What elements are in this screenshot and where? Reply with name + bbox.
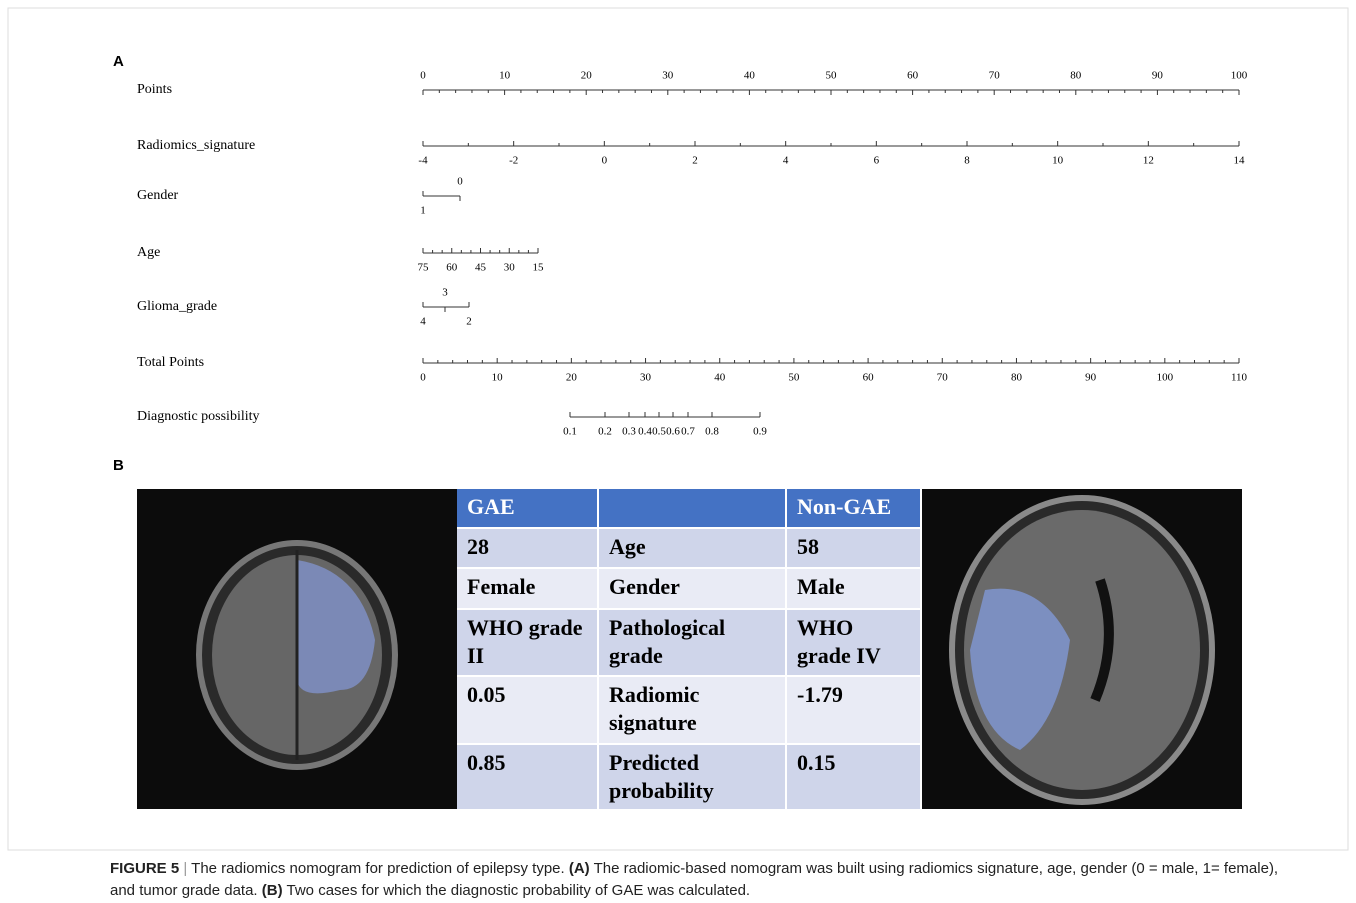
tick-label: 90 <box>1152 70 1164 82</box>
table-cell: Gender <box>598 568 786 609</box>
caption-text: The radiomics nomogram for prediction of… <box>191 860 565 877</box>
tick-label: 0.9 <box>753 426 767 438</box>
row-label: Total Points <box>137 355 204 370</box>
tick-label: 0 <box>420 372 426 384</box>
tick-label: 6 <box>874 155 880 167</box>
tick-label: 2 <box>692 155 698 167</box>
tick-label: 30 <box>640 372 652 384</box>
tick-label: 30 <box>504 262 516 274</box>
tick-label: 40 <box>744 70 756 82</box>
tick-label: 20 <box>581 70 593 82</box>
table-cell: 0.05 <box>457 676 598 744</box>
table-cell: 0.15 <box>786 744 921 810</box>
caption-panel-ref: (A) <box>569 860 590 877</box>
row-label: Gender <box>137 188 179 203</box>
tick-label: 80 <box>1011 372 1023 384</box>
table-cell: 0.85 <box>457 744 598 810</box>
tick-label: 110 <box>1231 372 1248 384</box>
table-cell: Male <box>786 568 921 609</box>
row-label: Radiomics_signature <box>137 138 255 153</box>
table-cell: Age <box>598 528 786 568</box>
tick-label: 60 <box>863 372 875 384</box>
tick-label: 2 <box>466 316 472 328</box>
tick-label: 60 <box>907 70 919 82</box>
tick-label: 1 <box>420 205 426 217</box>
row-label: Points <box>137 82 172 97</box>
table-cell: Female <box>457 568 598 609</box>
tick-label: 0 <box>457 176 463 188</box>
table-cell: Pathological grade <box>598 609 786 676</box>
tick-label: 0.4 <box>638 426 652 438</box>
tick-label: 3 <box>442 287 448 299</box>
tick-label: 8 <box>964 155 970 167</box>
tick-label: 0.3 <box>622 426 636 438</box>
tick-label: 100 <box>1231 70 1248 82</box>
tick-label: 40 <box>714 372 726 384</box>
table-cell: WHO grade IV <box>786 609 921 676</box>
tick-label: 0 <box>420 70 426 82</box>
header-cell <box>598 489 786 528</box>
caption-text: Two cases for which the diagnostic proba… <box>287 882 751 899</box>
tick-label: 12 <box>1143 155 1154 167</box>
panel-label: A <box>113 53 124 70</box>
tick-label: 4 <box>783 155 789 167</box>
row-label: Diagnostic possibility <box>137 409 260 424</box>
tick-label: 80 <box>1070 70 1082 82</box>
tick-label: 10 <box>492 372 504 384</box>
table-header: GAE Non-GAE <box>457 489 921 528</box>
tick-label: 60 <box>446 262 458 274</box>
header-cell: Non-GAE <box>786 489 921 528</box>
tick-label: 50 <box>826 70 838 82</box>
tick-label: 0.7 <box>681 426 695 438</box>
tick-label: 0.5 <box>652 426 666 438</box>
tick-label: 0.6 <box>666 426 680 438</box>
tick-label: 70 <box>937 372 949 384</box>
tick-label: 50 <box>788 372 800 384</box>
tick-label: 4 <box>420 316 426 328</box>
caption-panel-ref: (B) <box>262 882 283 899</box>
tick-label: 14 <box>1234 155 1246 167</box>
table-cell: 58 <box>786 528 921 568</box>
table-cell: Radiomic signature <box>598 676 786 744</box>
row-label: Age <box>137 245 160 260</box>
separator: | <box>183 860 187 877</box>
table-cell: -1.79 <box>786 676 921 744</box>
tick-label: 90 <box>1085 372 1097 384</box>
panel-label: B <box>113 457 124 474</box>
tick-label: 45 <box>475 262 487 274</box>
tick-label: 0.2 <box>598 426 612 438</box>
tick-label: 0 <box>602 155 608 167</box>
row-label: Glioma_grade <box>137 299 217 314</box>
tick-label: 100 <box>1157 372 1174 384</box>
table-cell: Predicted probability <box>598 744 786 810</box>
figure-number: FIGURE 5 <box>110 860 179 877</box>
tick-label: 70 <box>989 70 1001 82</box>
header-cell: GAE <box>457 489 598 528</box>
tick-label: -2 <box>509 155 518 167</box>
caption: FIGURE 5 | The radiomics nomogram for pr… <box>110 858 1290 902</box>
tick-label: 10 <box>1052 155 1064 167</box>
table-cell: 28 <box>457 528 598 568</box>
tick-label: 0.8 <box>705 426 719 438</box>
tick-label: -4 <box>418 155 428 167</box>
table-cell: WHO grade II <box>457 609 598 676</box>
tick-label: 30 <box>662 70 674 82</box>
tick-label: 20 <box>566 372 578 384</box>
tick-label: 75 <box>418 262 430 274</box>
tick-label: 15 <box>533 262 545 274</box>
tick-label: 10 <box>499 70 511 82</box>
tick-label: 0.1 <box>563 426 577 438</box>
page: A B Points0102030405060708090100Radiomic… <box>0 0 1356 903</box>
